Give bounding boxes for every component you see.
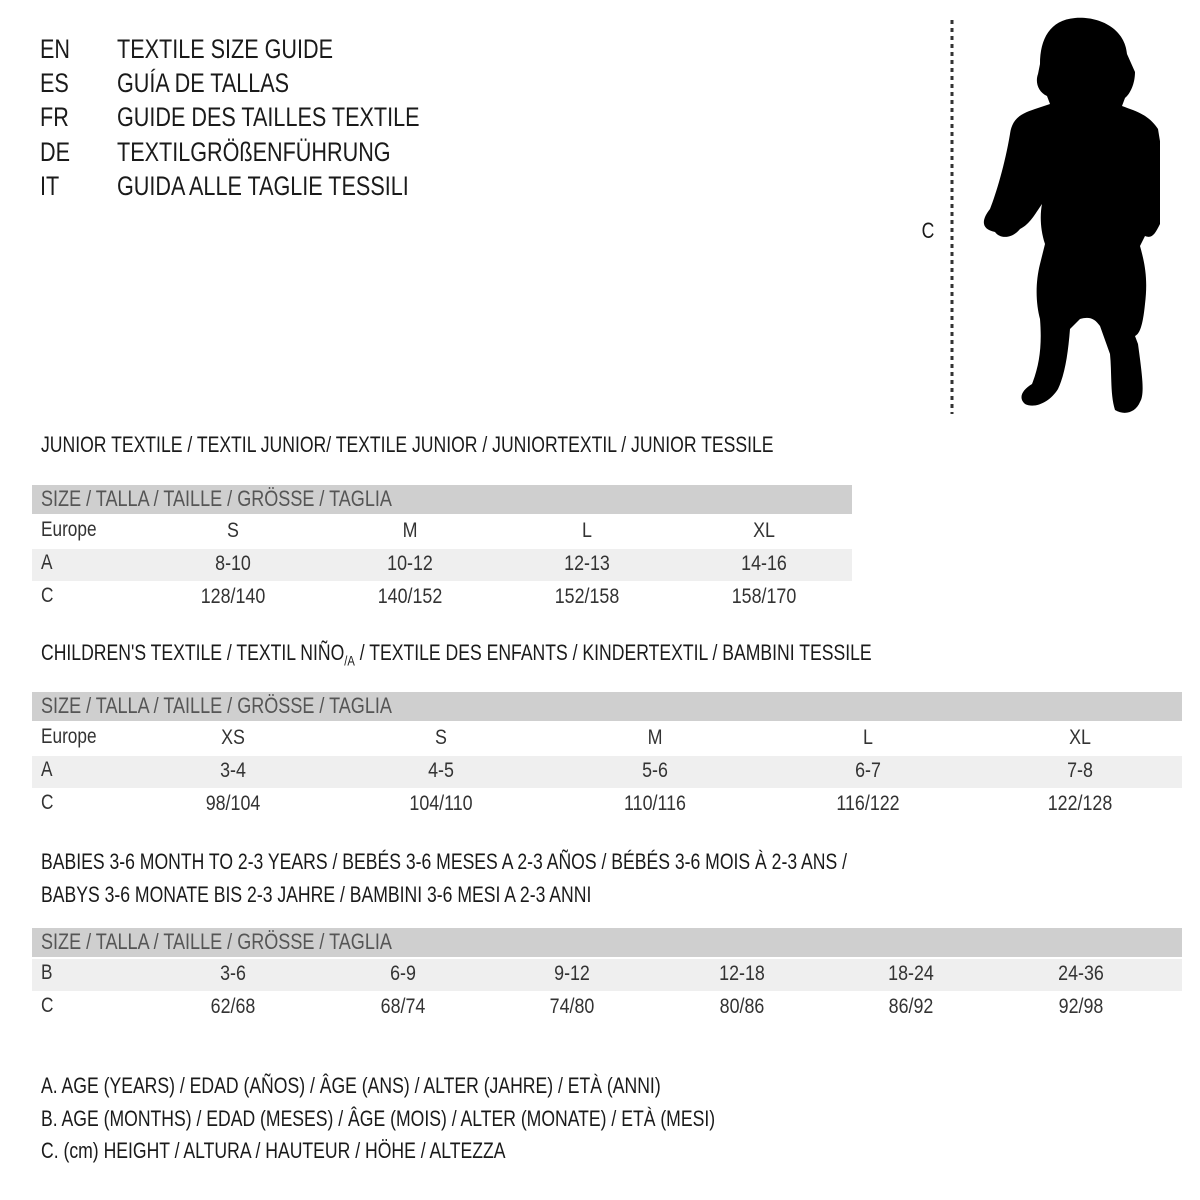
table-cell: 86/92 [888,995,934,1018]
table-row: C 98/104 104/110 110/116 116/122 122/128 [32,789,1182,821]
babies-size-header: SIZE / TALLA / TAILLE / GRÖSSE / TAGLIA [32,928,1182,957]
children-title-sub: /A [344,652,355,669]
lang-code: IT [40,171,60,201]
size-header-label: SIZE / TALLA / TAILLE / GRÖSSE / TAGLIA [41,693,392,718]
table-row: Europe S M L XL [32,516,852,548]
table-cell: S [227,519,239,542]
table-cell: 110/116 [624,792,686,815]
table-cell: 12-13 [564,552,610,575]
row-label: B [41,961,53,984]
table-row: Europe XS S M L XL [32,723,1182,755]
junior-size-header: SIZE / TALLA / TAILLE / GRÖSSE / TAGLIA [32,485,852,514]
size-header-label: SIZE / TALLA / TAILLE / GRÖSSE / TAGLIA [41,929,392,954]
table-cell: 3-6 [220,962,246,985]
lang-code: EN [40,34,71,64]
table-cell: 18-24 [888,962,934,985]
table-cell: S [435,726,447,749]
child-silhouette-icon [950,17,1160,414]
table-cell: 92/98 [1058,995,1104,1018]
table-row: A 3-4 4-5 5-6 6-7 7-8 [32,756,1182,788]
lang-code: ES [40,68,69,98]
row-label: A [41,758,53,781]
junior-section-title: JUNIOR TEXTILE / TEXTIL JUNIOR/ TEXTILE … [41,432,774,457]
table-cell: L [582,519,592,542]
table-cell: XL [753,519,775,542]
guide-title: TEXTILGRÖßENFÜHRUNG [117,137,391,167]
row-label: C [41,791,54,814]
table-cell: 4-5 [428,759,454,782]
row-label: C [41,994,54,1017]
table-cell: 80/86 [719,995,765,1018]
row-label: C [41,584,54,607]
table-cell: 6-9 [390,962,416,985]
table-cell: 8-10 [215,552,251,575]
table-cell: 152/158 [554,585,620,608]
children-size-header: SIZE / TALLA / TAILLE / GRÖSSE / TAGLIA [32,692,1182,721]
row-label: Europe [41,725,97,748]
table-cell: 62/68 [210,995,256,1018]
table-cell: 12-18 [719,962,765,985]
table-cell: 14-16 [741,552,787,575]
table-cell: 6-7 [855,759,881,782]
lang-code: DE [40,137,71,167]
table-cell: 68/74 [380,995,426,1018]
legend-item: C. (cm) HEIGHT / ALTURA / HAUTEUR / HÖHE… [41,1138,506,1163]
table-cell: M [402,519,418,542]
table-cell: 128/140 [200,585,266,608]
table-cell: 3-4 [220,759,246,782]
table-cell: 140/152 [377,585,443,608]
lang-code: FR [40,102,69,132]
table-row: C 62/68 68/74 74/80 80/86 86/92 92/98 [32,992,1182,1024]
guide-title: GUIDA ALLE TAGLIE TESSILI [117,171,409,201]
table-cell: 122/128 [1047,792,1113,815]
table-cell: 10-12 [387,552,433,575]
table-cell: 98/104 [205,792,261,815]
children-title-part: / TEXTILE DES ENFANTS / KINDERTEXTIL / B… [354,640,872,665]
row-label: A [41,551,53,574]
babies-section-title: BABYS 3-6 MONATE BIS 2-3 JAHRE / BAMBINI… [41,882,592,907]
guide-title: GUIDE DES TAILLES TEXTILE [117,102,420,132]
babies-section-title: BABIES 3-6 MONTH TO 2-3 YEARS / BEBÉS 3-… [41,849,847,874]
table-cell: XS [221,726,245,749]
table-cell: 158/170 [731,585,797,608]
table-row: A 8-10 10-12 12-13 14-16 [32,549,852,581]
row-label: Europe [41,518,97,541]
legend-item: A. AGE (YEARS) / EDAD (AÑOS) / ÂGE (ANS)… [41,1073,661,1098]
height-measure-label: C [921,218,935,243]
table-cell: 24-36 [1058,962,1104,985]
table-cell: 104/110 [409,792,473,815]
table-row: C 128/140 140/152 152/158 158/170 [32,582,852,614]
table-cell: L [863,726,873,749]
guide-title: TEXTILE SIZE GUIDE [117,34,334,64]
table-cell: 5-6 [642,759,668,782]
table-cell: XL [1069,726,1091,749]
children-section-title: CHILDREN'S TEXTILE / TEXTIL NIÑO/A / TEX… [41,640,872,668]
table-cell: 74/80 [549,995,595,1018]
table-cell: 9-12 [554,962,590,985]
table-cell: 7-8 [1067,759,1093,782]
guide-title: GUÍA DE TALLAS [117,68,290,98]
table-cell: M [647,726,663,749]
table-cell: 116/122 [836,792,900,815]
size-header-label: SIZE / TALLA / TAILLE / GRÖSSE / TAGLIA [41,486,392,511]
table-row: B 3-6 6-9 9-12 12-18 18-24 24-36 [32,959,1182,991]
legend-item: B. AGE (MONTHS) / EDAD (MESES) / ÂGE (MO… [41,1106,716,1131]
children-title-part: CHILDREN'S TEXTILE / TEXTIL NIÑO [41,640,345,665]
